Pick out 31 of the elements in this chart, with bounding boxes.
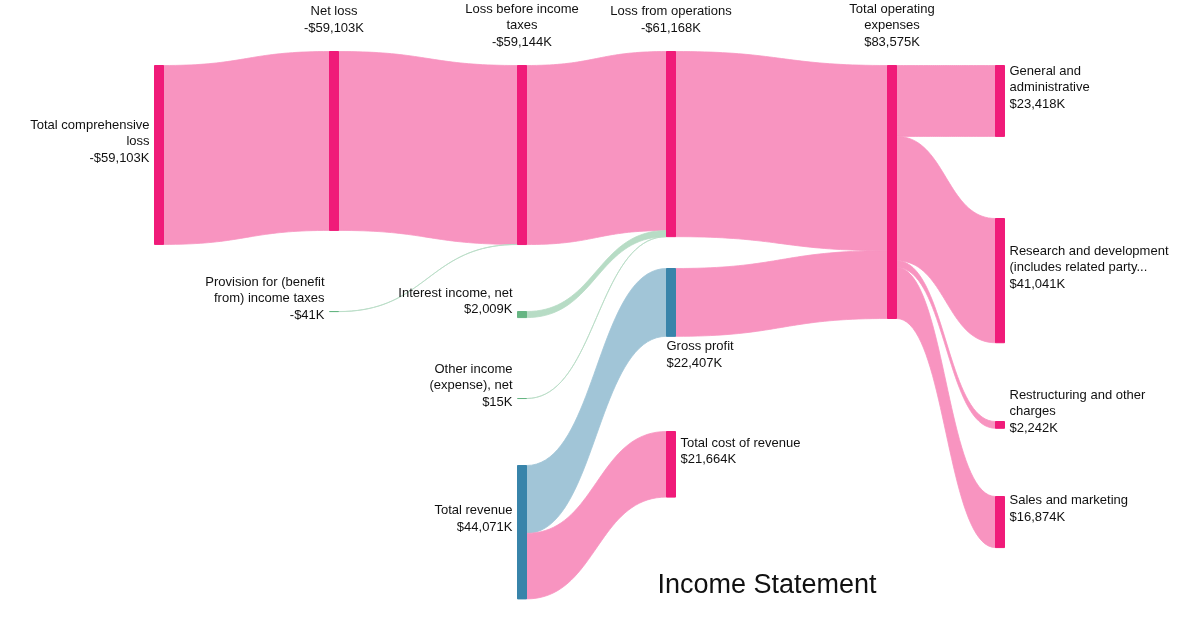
data-label: $16,874K [1009, 508, 1066, 524]
data-label: $2,242K [1009, 419, 1059, 435]
text: Income Statement [657, 568, 878, 599]
data-label: -$41K [289, 306, 325, 322]
category-label: Loss from operations [610, 3, 733, 18]
category-label: Total operating expenses [849, 0, 935, 32]
category-label: Research and development (includes related party... [1009, 242, 1169, 275]
data-label: -$59,103K [304, 19, 365, 35]
category-label: Gross profit [666, 338, 735, 354]
category-label: Net loss [310, 3, 358, 18]
data-label: $2,009K [464, 301, 513, 317]
data-label: $21,664K [680, 451, 737, 467]
category-label: Other income (expense), net [429, 360, 513, 393]
data-label: -$59,144K [492, 33, 553, 49]
category-label: Provision for (benefit from) income taxes [205, 273, 325, 306]
data-label: $15K [482, 393, 513, 409]
category-label: Loss before income taxes [465, 0, 579, 32]
category-label: Interest income, net [398, 284, 513, 300]
category-label: Total cost of revenue [680, 434, 801, 450]
data-label: $83,575K [864, 33, 921, 49]
category-label: Total comprehensive loss [30, 116, 150, 149]
data-label: $22,407K [666, 354, 723, 370]
data-label: -$59,103K [89, 149, 150, 165]
category-label: Total revenue [434, 502, 513, 518]
data-label: -$61,168K [641, 19, 702, 35]
data-label: $23,418K [1009, 95, 1066, 111]
data-label: $44,071K [456, 518, 513, 534]
category-label: Restructuring and other charges [1009, 386, 1147, 419]
data-label: $41,041K [1009, 275, 1066, 291]
category-label: Sales and marketing [1009, 492, 1129, 508]
category-label: General and administrative [1009, 62, 1090, 95]
